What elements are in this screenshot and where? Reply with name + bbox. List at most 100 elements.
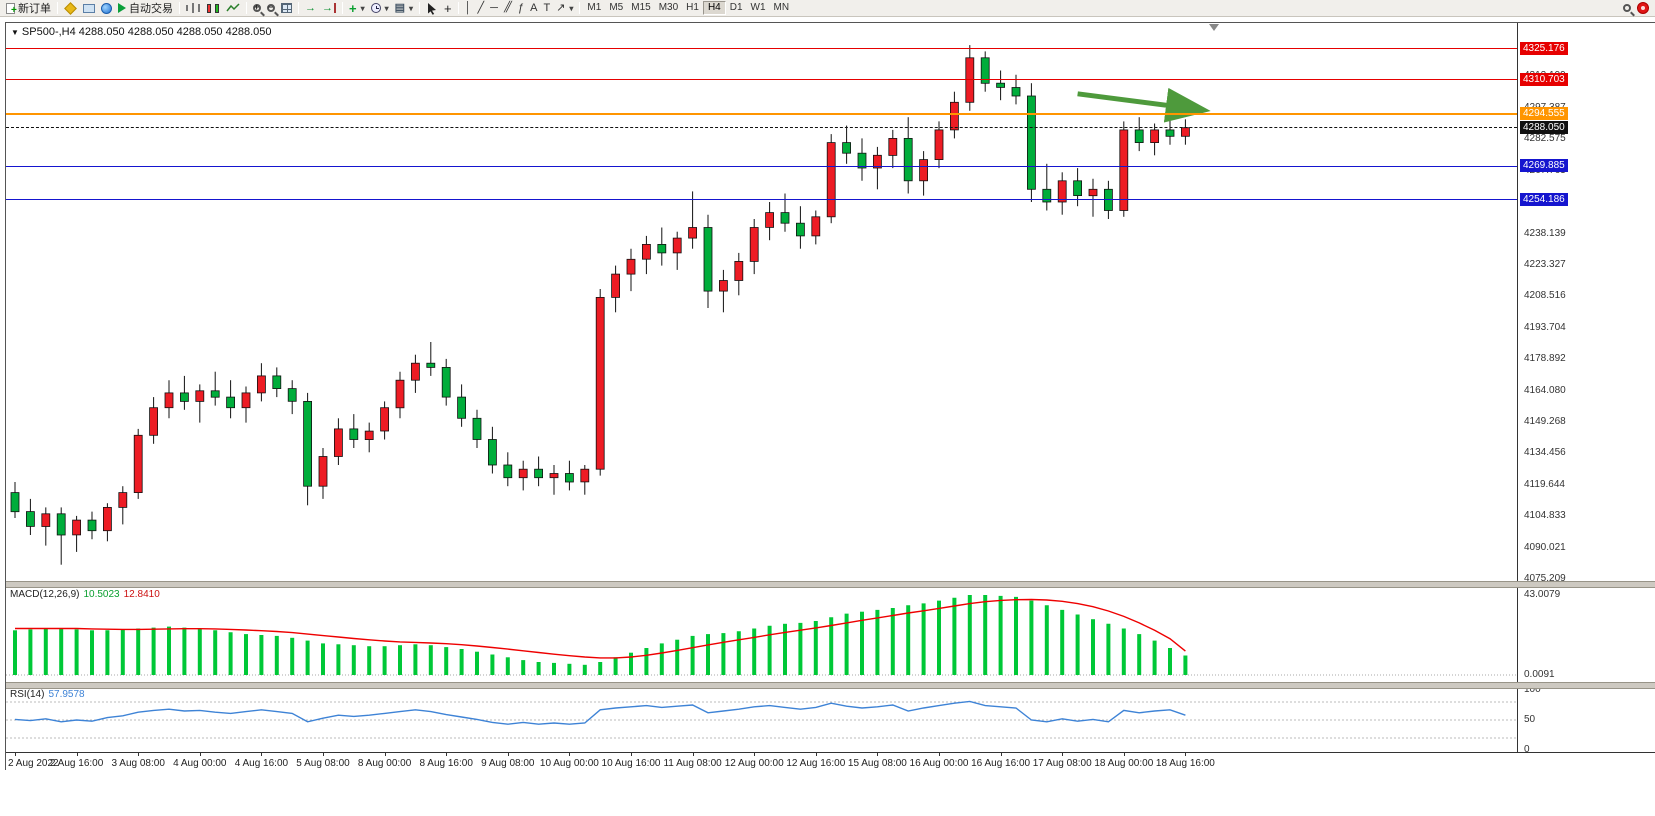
time-axis-tick [1123,753,1125,756]
chart-symbol-timeframe: SP500-,H4 [21,26,76,38]
timeframe-h4-button[interactable]: H4 [702,1,726,15]
time-axis-label: 8 Aug 16:00 [419,758,473,769]
pivot-line-badge: 4294.555 [1520,106,1568,120]
bar-chart-icon[interactable] [183,1,204,16]
price-axis-label: 4238.139 [1524,227,1566,239]
time-axis-tick [815,753,817,756]
rsi-axis-100: 100 [1524,684,1541,695]
mql5-community-icon[interactable] [98,1,115,16]
main-chart-panel[interactable]: ▼ SP500-,H4 4288.050 4288.050 4288.050 42… [6,23,1517,581]
toolbar-separator [457,2,459,14]
panel-splitter[interactable] [6,682,1655,689]
timeframe-mn-button[interactable]: MN [773,2,790,13]
time-axis-label: 18 Aug 16:00 [1155,758,1215,769]
current-price-line[interactable] [6,127,1517,129]
vertical-line-icon[interactable]: │ [464,2,472,14]
time-axis-label: 11 Aug 08:00 [663,758,722,769]
resistance-line-lower[interactable] [6,79,1517,81]
chart-shift-marker[interactable] [1209,24,1219,31]
support-line-lower[interactable] [6,199,1517,200]
time-axis-label: 2 Aug 16:00 [49,758,104,769]
timeframe-m1-button[interactable]: M1 [587,2,602,13]
tile-windows-icon[interactable] [278,1,295,16]
price-axis-label: 4075.209 [1524,573,1566,585]
equidistant-channel-icon[interactable]: ╱╱ [503,2,512,13]
chart-expand-icon[interactable]: ▼ [11,28,19,37]
time-axis-label: 5 Aug 08:00 [296,758,350,769]
metaeditor-icon[interactable] [61,1,80,16]
arrows-icon[interactable]: ↗ ▾ [556,2,574,14]
support-line-upper-badge: 4269.885 [1520,159,1568,173]
timeframe-w1-button[interactable]: W1 [750,2,766,13]
time-axis-label: 16 Aug 00:00 [909,758,969,769]
price-axis-label: 4104.833 [1524,510,1566,522]
time-axis-label: 10 Aug 16:00 [601,758,661,769]
rsi-name: RSI(14) [10,689,45,700]
line-chart-icon[interactable] [223,1,243,16]
price-axis-label: 4208.516 [1524,290,1566,302]
horizontal-line-icon[interactable]: ─ [490,2,498,14]
crosshair-icon[interactable]: + [444,0,452,16]
time-axis-tick [569,753,571,756]
text-icon[interactable]: A [530,2,538,14]
time-axis-label: 4 Aug 00:00 [173,758,227,769]
search-icon[interactable] [1620,1,1634,16]
time-axis-tick [877,753,879,756]
timeframe-d1-button[interactable]: D1 [729,2,743,13]
time-axis-label: 15 Aug 08:00 [847,758,907,769]
autotrading-button[interactable]: 自动交易 [115,1,176,16]
price-axis-label: 4193.704 [1524,321,1566,333]
time-axis-tick [507,753,509,756]
zoom-out-icon[interactable]: − [267,1,275,12]
rsi-line [14,700,1186,725]
time-axis-tick [446,753,448,756]
rsi-panel[interactable]: RSI(14) 57.9578 [6,688,1517,752]
support-line-upper[interactable] [6,165,1517,167]
new-order-button[interactable]: + 新订单 [3,1,54,16]
timeframe-m5-button[interactable]: M5 [609,2,624,13]
rsi-axis-0: 0 [1524,744,1530,755]
cursor-icon[interactable] [423,1,441,16]
toolbar-separator [298,2,299,14]
templates-icon[interactable]: ▤ ▾ [394,1,414,14]
chart-title: ▼ SP500-,H4 4288.050 4288.050 4288.050 42… [11,26,272,38]
indicators-icon[interactable]: + ▾ [349,0,365,16]
toolbar-separator [57,2,58,14]
trendline-icon[interactable]: ╱ [477,2,485,14]
price-axis-label: 4149.268 [1524,416,1566,427]
periods-icon[interactable]: ▾ [368,1,392,16]
chart-shift-icon[interactable]: → [319,1,339,16]
trend-arrow-annotation[interactable] [1077,87,1211,123]
macd-signal-value: 12.8410 [123,589,160,600]
macd-histogram [13,595,1188,675]
pivot-line[interactable] [6,112,1517,115]
candlestick-chart-icon[interactable] [204,1,223,16]
time-axis-label: 12 Aug 16:00 [786,758,846,769]
price-axis[interactable]: 43.0079 0.0091 100 50 0 4312.1994297.387… [1517,23,1655,755]
timeframe-h1-button[interactable]: H1 [686,2,699,13]
price-axis-label: 4282.575 [1524,133,1566,145]
fibonacci-icon[interactable]: ƒ [517,2,525,14]
timeframe-m30-button[interactable]: M30 [658,2,679,13]
price-axis-label: 4223.327 [1524,258,1566,270]
panel-splitter[interactable] [6,581,1655,588]
macd-chart [6,595,1517,676]
timeframe-m15-button[interactable]: M15 [631,2,651,13]
price-axis-label: 4178.892 [1524,353,1566,365]
time-axis-tick [754,753,756,756]
zoom-in-icon[interactable]: + [253,1,261,12]
auto-scroll-icon[interactable]: → [305,1,316,14]
macd-panel[interactable]: MACD(12,26,9) 10.5023 12.8410 [6,588,1517,682]
text-label-icon[interactable]: T [543,2,551,14]
macd-name: MACD(12,26,9) [10,589,80,600]
time-axis-tick [692,753,694,756]
time-axis-tick [138,753,140,756]
time-axis[interactable]: 2 Aug 2022 2 Aug 16:00 3 Aug 08:00 4 Aug 00… [6,752,1655,771]
toolbar-separator [579,2,581,14]
market-watch-icon[interactable] [80,1,98,16]
toolbar: + 新订单 自动交易 + − → → + ▾ ▾ ▤ ▾ + │ ╱ ─ ╱╱ ƒ A T ↗ ▾ M1 M5 M15 M30 H1… [0,0,1655,17]
alert-icon[interactable] [1634,1,1652,16]
time-axis-tick [76,753,78,756]
resistance-line-upper[interactable] [6,48,1517,50]
time-axis-tick [1000,753,1002,756]
